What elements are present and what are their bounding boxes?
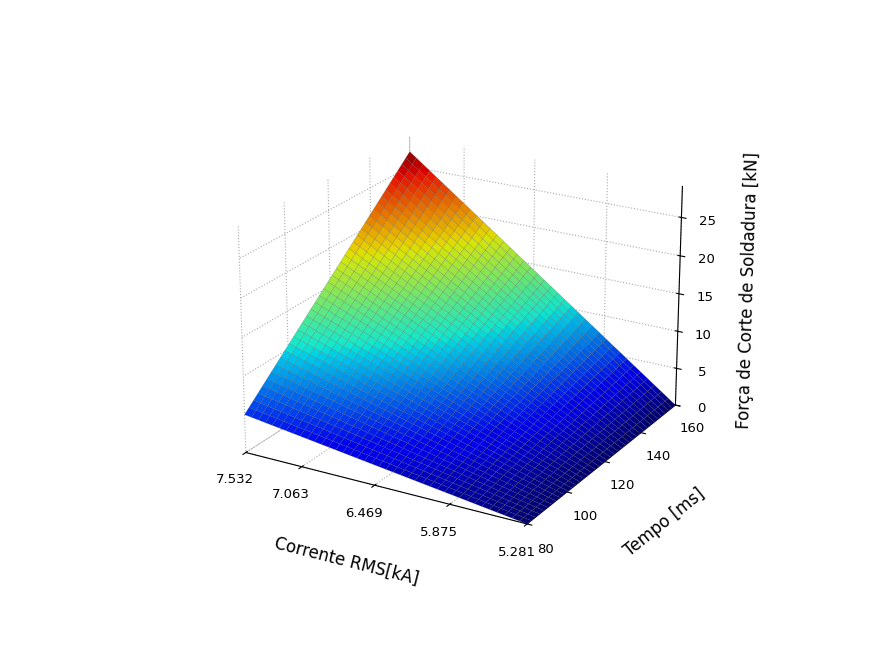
X-axis label: Corrente RMS[kA]: Corrente RMS[kA] <box>273 534 420 588</box>
Y-axis label: Tempo [ms]: Tempo [ms] <box>620 484 708 560</box>
